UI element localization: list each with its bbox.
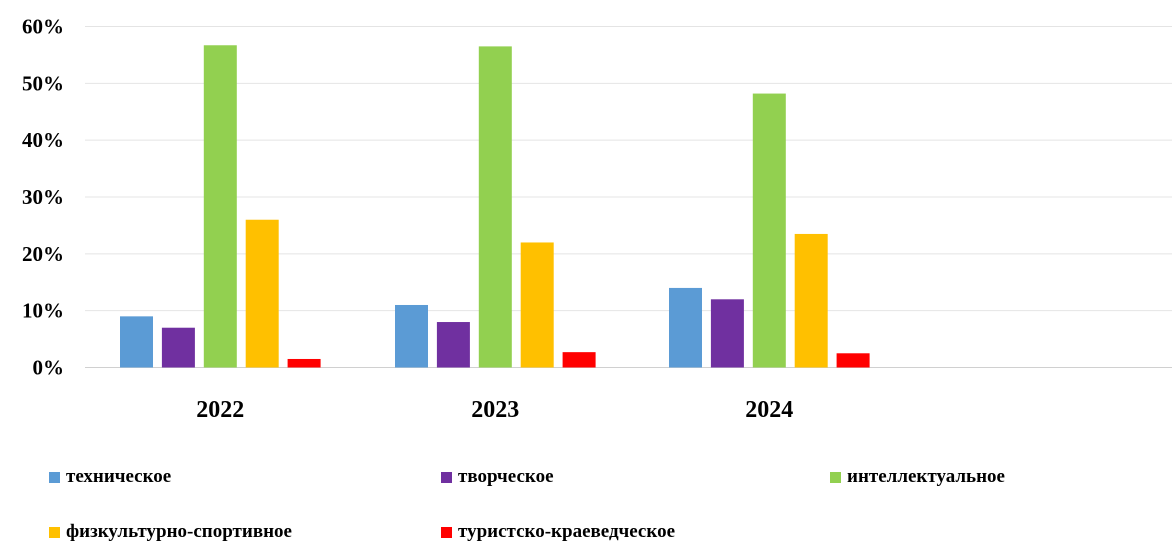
bar-2024-4 bbox=[836, 353, 870, 368]
y-tick-label: 10% bbox=[22, 299, 64, 323]
bar-2024-0 bbox=[669, 287, 702, 368]
y-tick-label: 0% bbox=[33, 356, 65, 380]
bar-2022-4 bbox=[287, 358, 321, 368]
y-tick-label: 50% bbox=[22, 71, 64, 95]
bar-2023-0 bbox=[395, 304, 428, 368]
y-tick-label: 20% bbox=[22, 242, 64, 266]
bar-2024-2 bbox=[752, 93, 786, 368]
y-axis-ticks: 0% 10% 20% 30% 40% 50% 60% bbox=[22, 15, 64, 380]
bar-2024-3 bbox=[794, 233, 828, 368]
bar-2023-2 bbox=[478, 46, 512, 368]
y-tick-label: 40% bbox=[22, 128, 64, 152]
x-tick-label: 2022 bbox=[196, 397, 244, 423]
y-tick-label: 60% bbox=[22, 15, 64, 39]
bar-2023-4 bbox=[562, 352, 596, 368]
bar-2022-2 bbox=[203, 45, 237, 368]
bar-2024-1 bbox=[710, 299, 744, 368]
x-tick-label: 2024 bbox=[745, 397, 793, 423]
bar-2022-0 bbox=[120, 316, 153, 368]
bar-2023-3 bbox=[520, 242, 554, 368]
bar-2023-1 bbox=[436, 322, 470, 368]
bars bbox=[120, 45, 870, 368]
y-tick-label: 30% bbox=[22, 185, 64, 209]
bar-2022-3 bbox=[245, 219, 279, 368]
x-axis-ticks: 2022 2023 2024 bbox=[196, 397, 793, 423]
bar-2022-1 bbox=[161, 327, 195, 368]
x-tick-label: 2023 bbox=[471, 397, 519, 423]
